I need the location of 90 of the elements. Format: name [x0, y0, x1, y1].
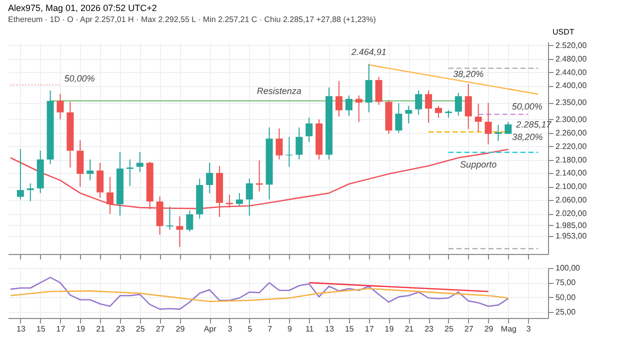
candlestick: [286, 136, 293, 168]
candlestick: [86, 158, 94, 181]
y-tick-label: 2.220,00: [556, 142, 588, 151]
x-tick-label: 25: [136, 324, 146, 334]
candlestick: [306, 117, 313, 142]
y-tick-label: 25,00: [556, 308, 576, 317]
candlestick: [464, 84, 472, 130]
line-series: [10, 288, 509, 302]
annotation: Supporto: [460, 159, 497, 170]
x-tick-label: 27: [156, 324, 166, 334]
candlestick: [236, 192, 243, 206]
candlestick: [415, 90, 422, 116]
x-tick-label: 19: [384, 324, 394, 334]
y-tick-label: 2.060,00: [556, 196, 588, 205]
candlestick: [504, 121, 512, 134]
y-tick-label: 2.520,00: [556, 40, 588, 50]
y-tick-label: 2.300,00: [556, 114, 588, 124]
x-tick-label: 17: [364, 324, 374, 334]
y-tick-label: 2.350,00: [556, 98, 588, 108]
candlestick: [276, 128, 283, 160]
y-tick-label: 1.985,00: [556, 220, 588, 230]
x-tick-label: 7: [268, 324, 273, 334]
x-tick-label: 19: [76, 324, 86, 334]
annotation: Resistenza: [256, 86, 302, 96]
x-tick-label: 17: [56, 324, 66, 334]
candlestick: [375, 76, 382, 106]
candlestick: [454, 92, 462, 116]
candlestick: [345, 95, 352, 116]
x-tick-label: Mag: [500, 324, 516, 334]
candlestick: [484, 102, 492, 145]
y-tick-label: 1.953,00: [556, 232, 588, 241]
candlestick: [96, 162, 104, 198]
line-series: [10, 276, 509, 310]
y-tick-label: 2.480,00: [556, 54, 588, 64]
candlestick: [474, 103, 482, 132]
annotation: 50,00%: [64, 74, 95, 84]
x-tick-label: 11: [305, 324, 314, 334]
x-tick-label: 13: [325, 324, 335, 334]
x-tick-label: 21: [96, 324, 106, 334]
x-tick-label: 9: [287, 324, 292, 334]
x-tick-label: 23: [116, 324, 126, 334]
y-tick-label: 2.400,00: [556, 81, 588, 90]
chart-subtitle: Ethereum · 1D · O · Apr 2.257,01 H · Max 2.292,55 L · Min 2.257,21 C · Chiu 2.285,17 +27,88 (+1,23%): [8, 15, 376, 24]
candlestick: [186, 210, 194, 232]
x-tick-label: 15: [36, 324, 46, 334]
x-tick-label: 23: [424, 324, 434, 334]
candlestick: [16, 148, 24, 200]
candlestick: [425, 90, 432, 124]
y-tick-label: 2.140,00: [556, 168, 588, 178]
candlestick: [246, 178, 253, 216]
candlestick: [355, 95, 362, 123]
x-tick-label: 5: [248, 324, 253, 334]
y-tick-label: 100,00: [556, 264, 581, 272]
y-tick-label: 2.100,00: [556, 182, 588, 192]
candlestick: [76, 140, 84, 188]
x-tick-label: 29: [484, 324, 494, 334]
x-tick-label: Apr: [204, 324, 217, 334]
candlestick: [435, 105, 442, 118]
y-tick-label: 2.260,00: [556, 128, 588, 138]
candlestick: [176, 216, 184, 248]
annotation: 50,00%: [512, 101, 542, 112]
x-tick-label: 27: [464, 324, 474, 334]
candlestick: [126, 158, 134, 187]
candlestick: [56, 93, 64, 120]
x-tick-label: 21: [404, 324, 414, 334]
candlestick: [166, 206, 174, 230]
candlestick: [395, 102, 402, 134]
y-axis-title: USDT: [552, 28, 574, 36]
candlestick: [335, 80, 342, 118]
y-tick-label: 50,00: [556, 292, 576, 302]
annotation: 38,20%: [453, 69, 484, 80]
y-tick-label: 75,00: [556, 278, 576, 288]
chart-title: Alex975, Mag 01, 2026 07:52 UTC+2: [8, 3, 157, 13]
x-tick-label: 3: [228, 324, 233, 334]
candlestick: [494, 124, 502, 142]
y-tick-label: 2.020,00: [556, 209, 588, 218]
y-tick-label: 2.440,00: [556, 68, 588, 77]
candlestick: [365, 63, 372, 113]
x-tick-label: 29: [176, 324, 186, 334]
x-tick-label: 25: [444, 324, 454, 334]
candlestick: [405, 105, 412, 124]
annotation: 2.464,91: [350, 46, 386, 57]
x-tick-label: 3: [526, 324, 532, 334]
y-tick-label: 2.180,00: [556, 155, 588, 164]
annotation: 38,20%: [512, 132, 543, 142]
x-tick-label: 13: [16, 324, 26, 334]
x-tick-label: 15: [344, 324, 354, 334]
candlestick: [296, 126, 303, 160]
candlestick: [136, 152, 144, 173]
candlestick: [206, 162, 214, 194]
